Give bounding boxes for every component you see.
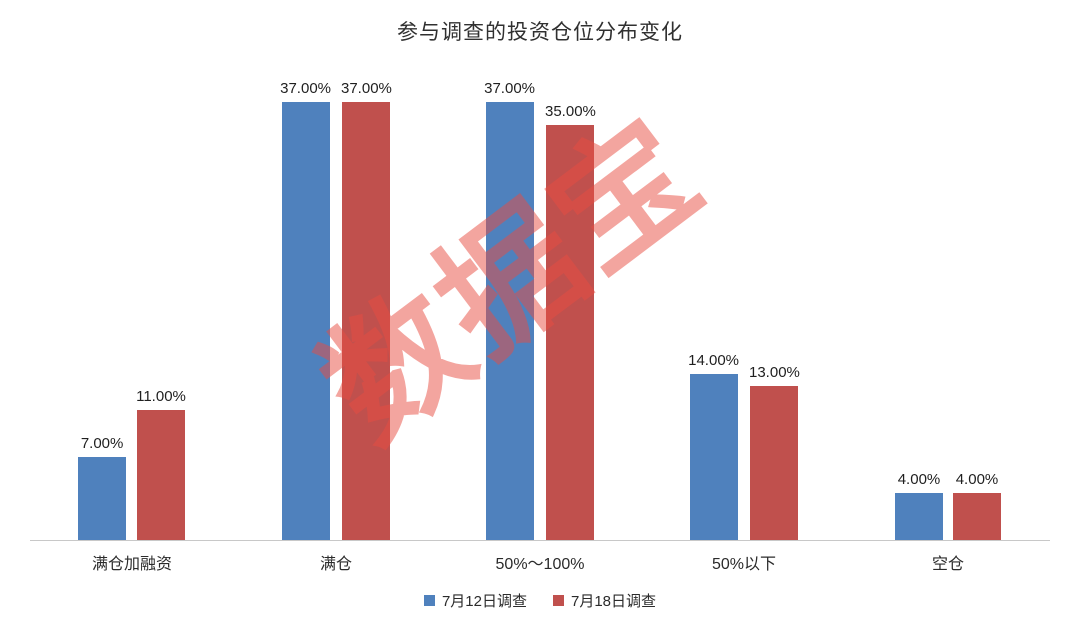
bar-series-2	[953, 493, 1001, 540]
bar-series-1	[895, 493, 943, 540]
bar-value-label: 35.00%	[545, 103, 596, 120]
bar-series-2	[750, 386, 799, 540]
legend-label: 7月18日调查	[571, 593, 657, 610]
bar-series-1	[689, 374, 738, 540]
bar-with-label: 4.00%	[953, 471, 1001, 540]
category-label: 50%～100%	[495, 556, 585, 573]
bar-value-label: 14.00%	[688, 352, 739, 369]
bar-with-label: 4.00%	[895, 471, 943, 540]
chart-area: 7.00% 11.00% 37.00% 37.00% 37.00% 35.00% 14.00…	[30, 66, 1050, 574]
x-axis: 满仓加融资 满仓 50%～100% 50%以下 空仓	[30, 540, 1050, 574]
bar-value-label: 37.00%	[280, 80, 331, 97]
bar-value-label: 37.00%	[341, 80, 392, 97]
category-label: 满仓	[319, 556, 352, 573]
bar-series-2	[546, 125, 595, 540]
chart-title: 参与调查的投资仓位分布变化	[397, 21, 683, 44]
bar-with-label: 11.00%	[136, 388, 186, 540]
bar-with-label: 35.00%	[545, 103, 596, 540]
legend-item: 7月12日调查	[423, 590, 527, 611]
category-label: 50%以下	[711, 556, 777, 573]
bar-series-1	[78, 457, 127, 540]
bar-with-label: 37.00%	[280, 80, 331, 540]
bar-with-label: 37.00%	[484, 80, 535, 540]
legend-marker	[423, 595, 435, 606]
bar-group: 14.00% 13.00%	[642, 352, 846, 540]
bar-value-label: 7.00%	[80, 435, 124, 452]
plot-area: 7.00% 11.00% 37.00% 37.00% 37.00% 35.00% 14.00…	[30, 66, 1050, 540]
legend-marker	[553, 595, 564, 606]
bar-series-1	[281, 102, 330, 540]
bar-group: 7.00% 11.00%	[30, 388, 234, 540]
bar-with-label: 37.00%	[341, 80, 392, 540]
bar-with-label: 14.00%	[688, 352, 739, 540]
bar-value-label: 13.00%	[749, 364, 800, 381]
bar-with-label: 13.00%	[749, 364, 800, 540]
category-label: 满仓加融资	[91, 556, 172, 573]
bar-group: 4.00% 4.00%	[846, 471, 1050, 540]
bar-value-label: 4.00%	[897, 471, 941, 488]
bar-value-label: 37.00%	[484, 80, 535, 97]
bar-value-label: 11.00%	[136, 388, 186, 405]
legend-label: 7月12日调查	[441, 593, 527, 610]
chart-legend: 7月12日调查 7月18日调查	[0, 590, 1080, 611]
bar-with-label: 7.00%	[78, 435, 127, 540]
bar-group: 37.00% 37.00%	[234, 80, 438, 540]
category-label: 空仓	[931, 556, 964, 573]
bar-series-2	[342, 102, 391, 540]
bar-group: 37.00% 35.00%	[438, 80, 642, 540]
bar-value-label: 4.00%	[955, 471, 999, 488]
bar-series-1	[485, 102, 534, 540]
legend-item: 7月18日调查	[553, 590, 656, 611]
bar-series-2	[136, 410, 185, 540]
